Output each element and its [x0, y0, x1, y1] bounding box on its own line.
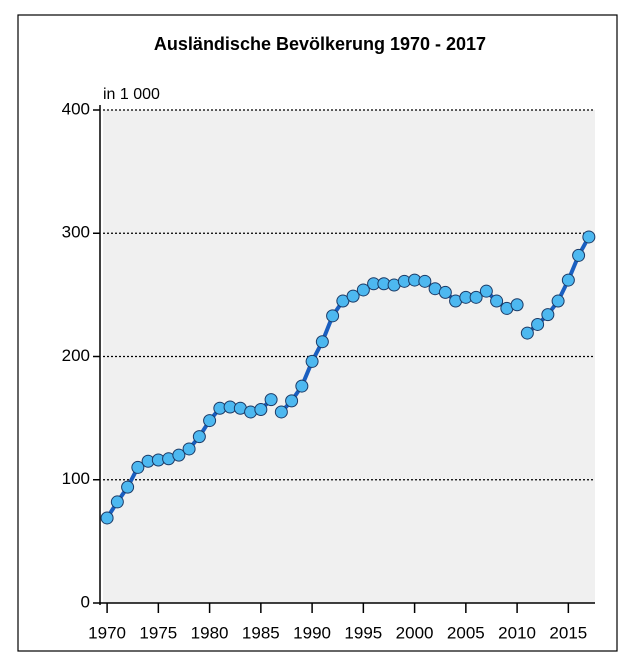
- marker: [182, 442, 196, 456]
- marker: [274, 405, 288, 419]
- marker: [520, 326, 534, 340]
- marker: [192, 430, 206, 444]
- marker: [100, 511, 114, 525]
- marker: [285, 394, 299, 408]
- marker: [561, 273, 575, 287]
- marker: [110, 495, 124, 509]
- marker: [469, 290, 483, 304]
- x-tick-label: 1985: [242, 623, 280, 642]
- marker: [582, 230, 596, 244]
- marker: [346, 289, 360, 303]
- x-tick-label: 2000: [396, 623, 434, 642]
- marker: [479, 284, 493, 298]
- marker: [172, 448, 186, 462]
- marker: [572, 248, 586, 262]
- marker: [551, 294, 565, 308]
- marker: [438, 285, 452, 299]
- x-tick-label: 2010: [498, 623, 536, 642]
- marker: [510, 298, 524, 312]
- x-tick-label: 2005: [447, 623, 485, 642]
- marker: [305, 354, 319, 368]
- x-tick-label: 1980: [191, 623, 229, 642]
- y-tick-label: 0: [81, 592, 90, 611]
- marker: [131, 460, 145, 474]
- marker: [315, 335, 329, 349]
- marker: [326, 309, 340, 323]
- x-tick-label: 1975: [139, 623, 177, 642]
- marker: [418, 274, 432, 288]
- marker: [336, 294, 350, 308]
- x-tick-label: 1970: [88, 623, 126, 642]
- chart-title: Ausländische Bevölkerung 1970 - 2017: [154, 34, 486, 54]
- y-axis-label: in 1 000: [103, 86, 160, 103]
- x-tick-label: 1995: [344, 623, 382, 642]
- marker: [295, 379, 309, 393]
- marker: [121, 480, 135, 494]
- marker: [264, 393, 278, 407]
- marker: [531, 317, 545, 331]
- marker: [203, 414, 217, 428]
- y-tick-label: 300: [62, 223, 90, 242]
- y-tick-label: 400: [62, 99, 90, 118]
- x-tick-label: 1990: [293, 623, 331, 642]
- marker: [490, 294, 504, 308]
- y-tick-label: 200: [62, 346, 90, 365]
- marker: [356, 283, 370, 297]
- marker: [541, 308, 555, 322]
- y-tick-label: 100: [62, 469, 90, 488]
- marker: [254, 402, 268, 416]
- x-tick-label: 2015: [549, 623, 587, 642]
